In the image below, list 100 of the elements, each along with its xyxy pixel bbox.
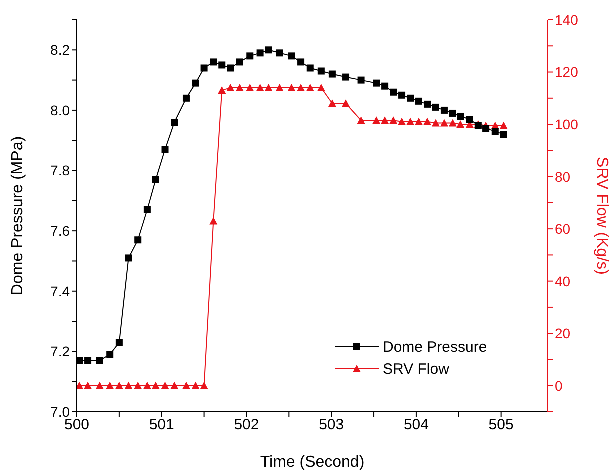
point bbox=[390, 88, 398, 96]
point bbox=[115, 382, 124, 390]
point bbox=[171, 119, 178, 126]
point bbox=[357, 116, 366, 124]
point bbox=[306, 64, 314, 72]
y2-tick-label: 100 bbox=[555, 116, 579, 133]
point bbox=[218, 62, 226, 69]
point bbox=[406, 118, 415, 126]
y2-tick-label: 80 bbox=[555, 168, 571, 185]
x-tick-label: 503 bbox=[319, 416, 344, 434]
point bbox=[84, 382, 92, 390]
y-tick-label: 8.2 bbox=[50, 42, 70, 58]
point bbox=[116, 339, 123, 346]
y2-tick-label: 60 bbox=[555, 221, 571, 238]
point bbox=[390, 116, 398, 124]
point bbox=[440, 119, 448, 127]
point bbox=[482, 125, 490, 132]
point bbox=[227, 64, 234, 72]
point bbox=[432, 119, 440, 127]
point bbox=[182, 94, 190, 102]
point bbox=[372, 116, 381, 124]
point bbox=[192, 80, 200, 87]
point bbox=[358, 76, 365, 84]
point bbox=[317, 84, 326, 92]
point bbox=[318, 68, 325, 75]
point bbox=[106, 382, 114, 390]
point bbox=[492, 128, 499, 136]
y2-tick-label: 0 bbox=[555, 378, 563, 394]
x-tick-label: 504 bbox=[404, 416, 429, 434]
point bbox=[200, 64, 208, 72]
point bbox=[134, 236, 142, 244]
point bbox=[276, 50, 284, 57]
point bbox=[328, 70, 336, 78]
x-tick-label: 501 bbox=[149, 416, 174, 434]
y-tick-label: 7.6 bbox=[50, 223, 70, 240]
point bbox=[124, 382, 133, 390]
point bbox=[256, 50, 264, 57]
point bbox=[500, 122, 508, 130]
point bbox=[297, 84, 306, 92]
point bbox=[256, 84, 264, 92]
y-axis-title: Dome Pressure (MPa) bbox=[10, 136, 27, 296]
point bbox=[342, 74, 350, 81]
point bbox=[161, 382, 170, 390]
y-tick-label: 7.2 bbox=[50, 344, 70, 360]
point bbox=[298, 58, 305, 66]
point bbox=[77, 382, 84, 390]
legend-label: SRV Flow bbox=[383, 360, 450, 378]
point bbox=[424, 100, 431, 108]
point bbox=[210, 58, 218, 66]
point bbox=[423, 118, 432, 126]
point bbox=[182, 382, 190, 390]
point bbox=[432, 104, 440, 111]
y-tick-label: 7.8 bbox=[50, 162, 70, 179]
point bbox=[373, 80, 380, 87]
point bbox=[466, 116, 474, 124]
point bbox=[440, 106, 448, 114]
point bbox=[328, 100, 336, 108]
point bbox=[210, 217, 218, 225]
point bbox=[106, 351, 114, 358]
point bbox=[246, 52, 254, 60]
legend-label: Dome Pressure bbox=[383, 338, 488, 356]
point bbox=[96, 382, 104, 390]
y-tick-label: 8.0 bbox=[50, 102, 70, 118]
point bbox=[398, 92, 406, 99]
point bbox=[288, 84, 296, 92]
point bbox=[96, 357, 104, 364]
point bbox=[288, 52, 296, 60]
point bbox=[398, 118, 406, 126]
point bbox=[500, 131, 508, 138]
y-tick-label: 7.4 bbox=[50, 283, 70, 300]
y2-tick-label: 20 bbox=[555, 326, 571, 342]
point bbox=[152, 176, 160, 184]
x-tick-label: 502 bbox=[234, 416, 260, 434]
y2-tick-label: 40 bbox=[555, 273, 571, 290]
point bbox=[192, 382, 200, 390]
y2-tick-label: 140 bbox=[555, 12, 579, 28]
point bbox=[152, 382, 160, 390]
point bbox=[84, 357, 92, 364]
point bbox=[162, 146, 169, 154]
point bbox=[144, 206, 151, 214]
point bbox=[407, 94, 414, 102]
point bbox=[143, 382, 152, 390]
point bbox=[456, 120, 465, 128]
point bbox=[449, 110, 456, 117]
y2-tick-label: 120 bbox=[555, 64, 579, 80]
point bbox=[382, 82, 389, 90]
point bbox=[457, 112, 464, 120]
point bbox=[416, 98, 423, 105]
point bbox=[306, 84, 314, 92]
point bbox=[236, 84, 244, 92]
x-tick-label: 505 bbox=[488, 416, 514, 434]
point bbox=[200, 382, 208, 390]
point bbox=[134, 382, 142, 390]
point bbox=[381, 116, 390, 124]
point bbox=[265, 46, 272, 54]
point bbox=[246, 84, 254, 92]
point bbox=[226, 84, 235, 92]
point bbox=[218, 86, 226, 94]
point bbox=[125, 254, 132, 262]
point bbox=[342, 100, 350, 108]
